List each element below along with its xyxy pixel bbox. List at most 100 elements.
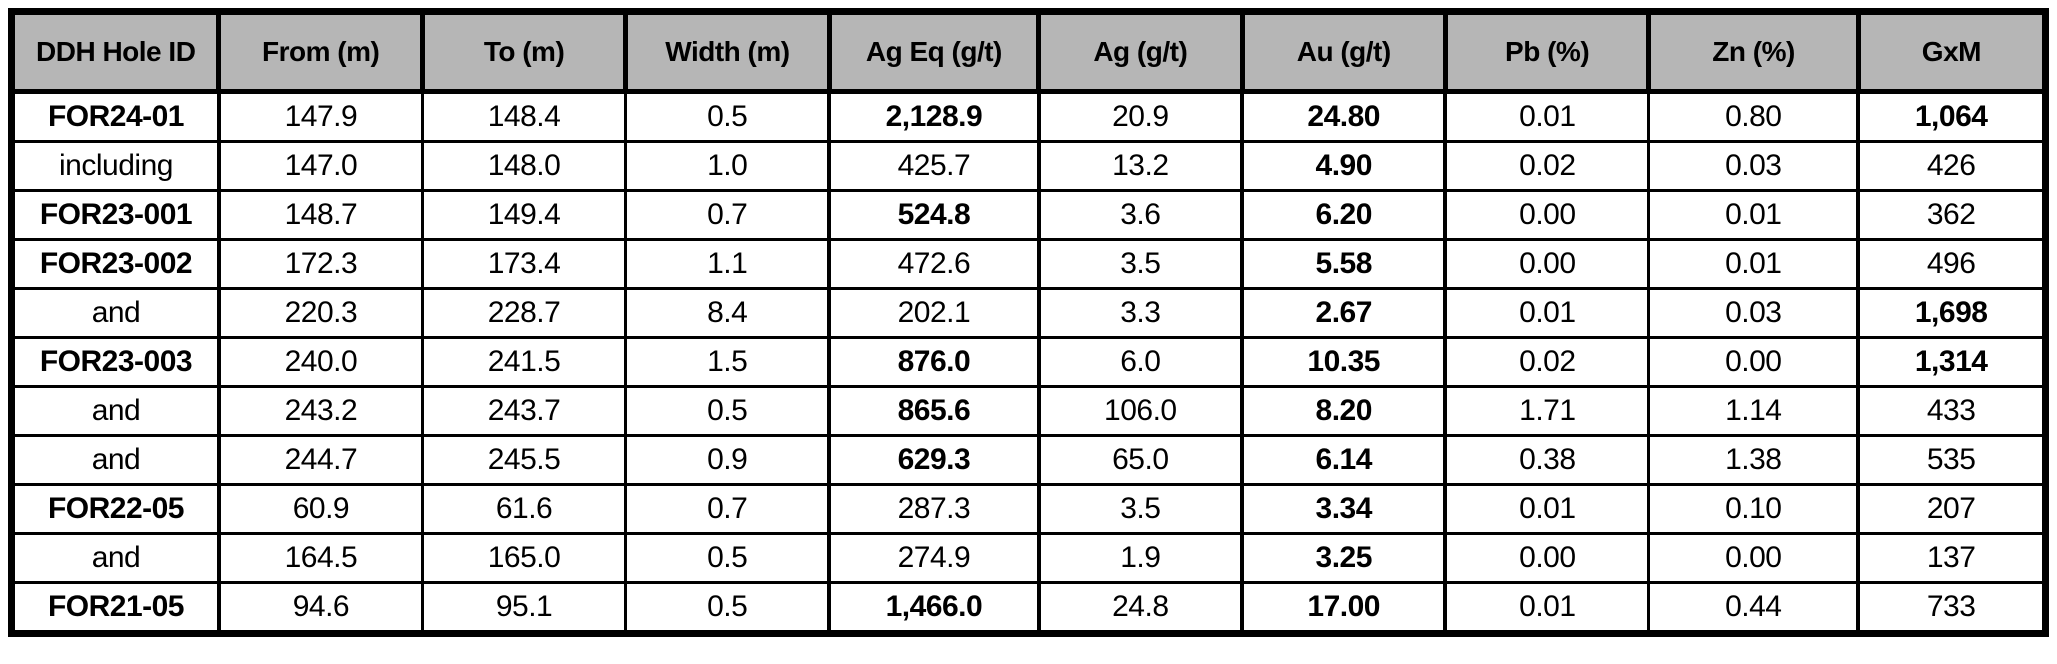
value-cell: 0.38	[1443, 434, 1651, 486]
value-cell: 245.5	[420, 434, 628, 486]
value-cell: 1.9	[1037, 532, 1244, 584]
value-cell: 17.00	[1240, 581, 1448, 635]
table-row: FOR21-05 94.6 95.1 0.5 1,466.0 24.8 17.00 0.01 0…	[9, 581, 2048, 635]
value-cell: 274.9	[827, 532, 1041, 584]
value-cell: 244.7	[217, 434, 424, 486]
value-cell: 148.7	[217, 189, 424, 241]
value-cell: 0.5	[624, 385, 831, 437]
value-cell: 0.00	[1443, 238, 1651, 290]
value-cell: 0.01	[1443, 287, 1651, 339]
value-cell: 8.4	[624, 287, 831, 339]
value-cell: 2,128.9	[827, 90, 1041, 143]
hole-id-cell: FOR24-01	[9, 90, 221, 143]
value-cell: 0.01	[1443, 581, 1651, 635]
value-cell: 4.90	[1240, 140, 1448, 192]
value-cell: 220.3	[217, 287, 424, 339]
value-cell: 3.6	[1037, 189, 1244, 241]
value-cell: 94.6	[217, 581, 424, 635]
value-cell: 61.6	[420, 483, 628, 535]
table-row: including 147.0 148.0 1.0 425.7 13.2 4.90 0.02 0…	[9, 140, 2048, 192]
hole-id-cell: FOR21-05	[9, 581, 221, 635]
value-cell: 10.35	[1240, 336, 1448, 388]
value-cell: 426	[1856, 140, 2048, 192]
value-cell: 0.02	[1443, 336, 1651, 388]
header-cell: DDH Hole ID	[8, 9, 222, 94]
value-cell: 1,698	[1856, 287, 2048, 339]
value-cell: 147.0	[217, 140, 424, 192]
value-cell: 202.1	[827, 287, 1041, 339]
value-cell: 0.02	[1443, 140, 1651, 192]
value-cell: 0.03	[1647, 140, 1860, 192]
value-cell: 629.3	[827, 434, 1041, 486]
value-cell: 3.3	[1037, 287, 1244, 339]
value-cell: 865.6	[827, 385, 1041, 437]
table-row: and 244.7 245.5 0.9 629.3 65.0 6.14 0.38 1.38 535	[9, 434, 2048, 486]
value-cell: 1.1	[624, 238, 831, 290]
table-row: FOR22-05 60.9 61.6 0.7 287.3 3.5 3.34 0.01 0.10 2…	[9, 483, 2048, 535]
value-cell: 3.5	[1037, 238, 1244, 290]
value-cell: 0.5	[624, 90, 831, 143]
value-cell: 241.5	[420, 336, 628, 388]
hole-id-cell: FOR23-001	[9, 189, 221, 241]
value-cell: 425.7	[827, 140, 1041, 192]
header-row: DDH Hole ID From (m) To (m) Width (m) Ag Eq …	[8, 9, 2049, 94]
value-cell: 95.1	[420, 581, 628, 635]
value-cell: 6.20	[1240, 189, 1448, 241]
value-cell: 228.7	[420, 287, 628, 339]
value-cell: 5.58	[1240, 238, 1448, 290]
value-cell: 0.03	[1647, 287, 1860, 339]
header-cell: Au (g/t)	[1239, 9, 1448, 94]
drill-results-table: DDH Hole ID From (m) To (m) Width (m) Ag Eq …	[8, 8, 2049, 637]
hole-id-cell: including	[9, 140, 221, 192]
value-cell: 0.10	[1647, 483, 1860, 535]
value-cell: 1,314	[1856, 336, 2048, 388]
table-body: FOR24-01 147.9 148.4 0.5 2,128.9 20.9 24.80 0.0…	[9, 90, 2048, 635]
value-cell: 0.80	[1647, 90, 1860, 143]
value-cell: 6.14	[1240, 434, 1448, 486]
value-cell: 876.0	[827, 336, 1041, 388]
value-cell: 13.2	[1037, 140, 1244, 192]
value-cell: 243.7	[420, 385, 628, 437]
table-row: FOR23-002 172.3 173.4 1.1 472.6 3.5 5.58 0.00 0.…	[9, 238, 2048, 290]
value-cell: 287.3	[827, 483, 1041, 535]
value-cell: 3.25	[1240, 532, 1448, 584]
value-cell: 106.0	[1037, 385, 1244, 437]
hole-id-cell: FOR23-003	[9, 336, 221, 388]
value-cell: 496	[1856, 238, 2048, 290]
value-cell: 1.5	[624, 336, 831, 388]
table-row: FOR24-01 147.9 148.4 0.5 2,128.9 20.9 24.80 0.0…	[9, 90, 2048, 143]
table-row: FOR23-001 148.7 149.4 0.7 524.8 3.6 6.20 0.00 0.…	[9, 189, 2048, 241]
header-cell: To (m)	[419, 9, 629, 94]
value-cell: 3.5	[1037, 483, 1244, 535]
value-cell: 535	[1856, 434, 2048, 486]
header-cell: Ag Eq (g/t)	[826, 9, 1042, 94]
header-cell: Pb (%)	[1442, 9, 1652, 94]
value-cell: 149.4	[420, 189, 628, 241]
value-cell: 433	[1856, 385, 2048, 437]
value-cell: 148.4	[420, 90, 628, 143]
value-cell: 0.00	[1647, 336, 1860, 388]
value-cell: 60.9	[217, 483, 424, 535]
value-cell: 165.0	[420, 532, 628, 584]
value-cell: 0.01	[1443, 90, 1651, 143]
value-cell: 524.8	[827, 189, 1041, 241]
table-row: and 243.2 243.7 0.5 865.6 106.0 8.20 1.71 1.14 43…	[9, 385, 2048, 437]
hole-id-cell: and	[9, 434, 221, 486]
value-cell: 0.5	[624, 532, 831, 584]
header-cell: Ag (g/t)	[1036, 9, 1245, 94]
value-cell: 2.67	[1240, 287, 1448, 339]
value-cell: 0.00	[1443, 189, 1651, 241]
value-cell: 0.01	[1443, 483, 1651, 535]
value-cell: 137	[1856, 532, 2048, 584]
value-cell: 0.00	[1647, 532, 1860, 584]
hole-id-cell: and	[9, 532, 221, 584]
value-cell: 1,466.0	[827, 581, 1041, 635]
hole-id-cell: and	[9, 287, 221, 339]
value-cell: 24.8	[1037, 581, 1244, 635]
value-cell: 362	[1856, 189, 2048, 241]
value-cell: 24.80	[1240, 90, 1448, 143]
value-cell: 243.2	[217, 385, 424, 437]
value-cell: 0.00	[1443, 532, 1651, 584]
value-cell: 20.9	[1037, 90, 1244, 143]
